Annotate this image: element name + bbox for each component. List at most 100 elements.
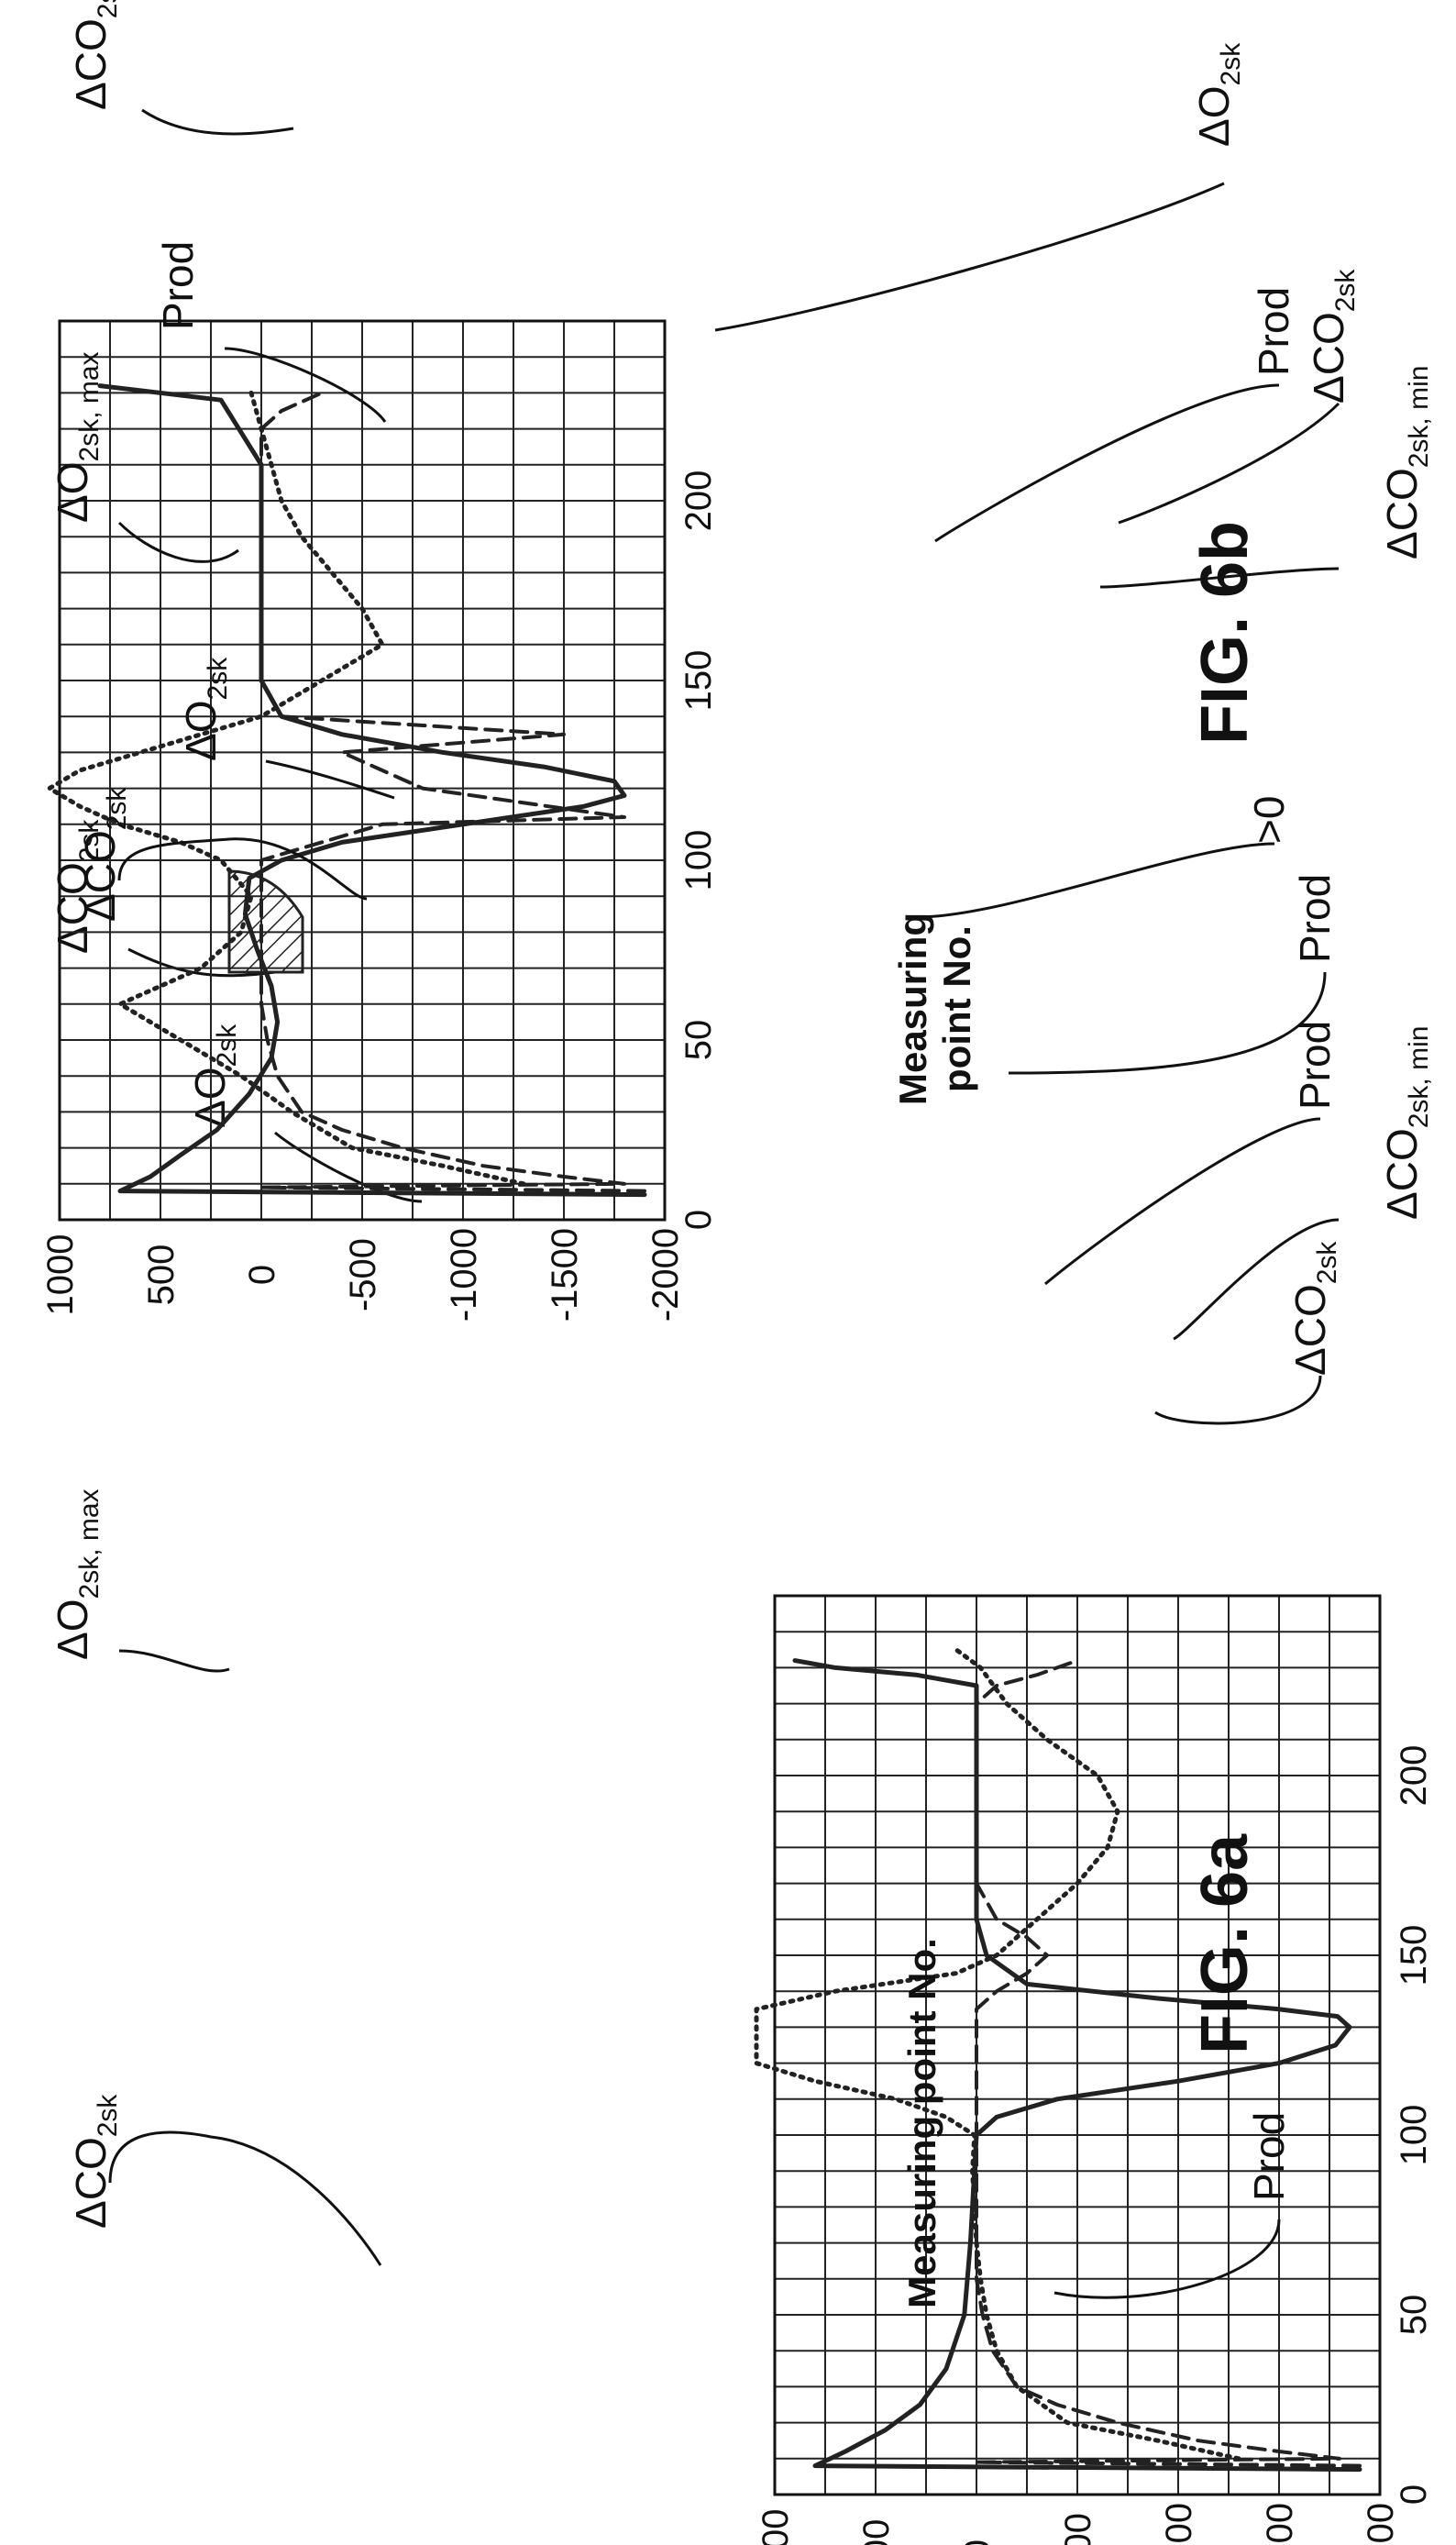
x-axis-title-6b-part1: Measuring — [891, 913, 934, 1105]
annotation-subscript: 2sk — [93, 0, 123, 18]
figure-6a: 10005000-500-1000-1500-2000050100150200 … — [49, 819, 1434, 2545]
annotation-subscript: 2sk — [212, 1024, 242, 1068]
annotation-main: ΔCO — [1305, 312, 1352, 404]
grid-a — [774, 1595, 1381, 2495]
value-tick-label: -1500 — [545, 1228, 585, 1322]
annotation-prod-bottom: Prod — [1291, 874, 1339, 963]
value-tick-label: -2000 — [645, 1228, 686, 1322]
annotation-subscript: 2sk — [1216, 42, 1246, 86]
annotation-prod-right: Prod — [1250, 287, 1297, 376]
value-tick-label: -500 — [343, 1238, 383, 1311]
annotation-leader — [1044, 1117, 1321, 1286]
x-axis-title-6a: Measuring point No. — [900, 1938, 943, 2308]
series-line-dotted — [47, 390, 526, 1187]
annotation-main: >0 — [1245, 796, 1293, 844]
annotation-co2-min: ΔCO2sk, min — [1378, 366, 1434, 559]
measure-tick-label: 200 — [678, 470, 719, 532]
annotation-main: Prod — [1250, 287, 1297, 376]
annotation-prod-bottom: Prod — [1245, 2112, 1293, 2201]
annotation-main: ΔCO — [76, 830, 124, 922]
annotation-main: ΔCO — [1378, 468, 1426, 559]
value-tick-label: 0 — [242, 1265, 282, 1285]
figure-6b-label: FIG. 6b — [1188, 521, 1262, 745]
annotation-leader — [1154, 1375, 1322, 1425]
annotation-main: Prod — [154, 241, 202, 330]
annotation-subscript: 2sk — [203, 657, 233, 701]
figure-6b: 1000 500 0 -500 -1000 -1500 -2000050100150200 … — [40, 0, 1434, 1322]
annotation-leader — [934, 383, 1280, 543]
annotation-co2-left: ΔCO2sk — [67, 2094, 123, 2229]
annotation-leader — [265, 759, 395, 800]
measure-tick-label: 50 — [1394, 2295, 1434, 2336]
measure-tick-label: 0 — [678, 1210, 719, 1230]
annotation-leader — [118, 1649, 230, 1673]
annotation-leader — [916, 842, 1275, 919]
annotation-leader — [117, 521, 239, 563]
value-tick-label: 0 — [957, 2539, 998, 2545]
measure-tick-label: 50 — [678, 1020, 719, 1061]
annotation-leader — [1008, 971, 1327, 1075]
annotation-subscript: 2sk, max — [74, 1488, 105, 1599]
annotation-leader — [714, 182, 1225, 332]
annotation-co2-left: ΔCO2sk — [76, 787, 132, 922]
annotation-leader — [224, 347, 387, 423]
annotation-o2-left: ΔO2sk — [177, 657, 233, 761]
annotation-leader — [141, 108, 294, 136]
annotation-o2-max: ΔO2sk, max — [49, 1488, 105, 1660]
annotation-leader — [1053, 2219, 1281, 2299]
annotation-subscript: 2sk — [74, 819, 105, 863]
value-tick-label: -1000 — [1159, 2503, 1199, 2545]
series-line-dotted — [754, 1647, 1241, 2462]
annotation-subscript: 2sk — [93, 2094, 123, 2138]
series-line-dashed — [975, 1658, 1362, 2468]
annotation-subscript: 2sk — [1312, 1241, 1342, 1285]
annotation-main: ΔCO — [67, 18, 115, 110]
annotation-o2-far: ΔO2sk — [1190, 42, 1246, 147]
measure-tick-label: 100 — [1394, 2105, 1434, 2166]
annotation-co2-right: ΔCO2sk — [67, 0, 123, 110]
annotation-co2-right: ΔCO2sk — [49, 819, 105, 954]
x-axis-title-6b-line1: Measuringpoint No. — [891, 913, 978, 1105]
value-tick-label: 1000 — [40, 1234, 81, 1316]
annotation-prod-top: Prod — [154, 241, 202, 330]
annotation-subscript: 2sk — [102, 787, 132, 831]
annotation-main: Prod — [1291, 874, 1339, 963]
measure-tick-label: 150 — [1394, 1925, 1434, 1986]
plot-frame-b — [58, 319, 667, 1222]
annotation-leader — [274, 1131, 423, 1203]
figure-6a-label: FIG. 6a — [1188, 1833, 1262, 2054]
annotation-o2-max: ΔO2sk, max — [49, 351, 105, 523]
annotation-gt0: >0 — [1245, 796, 1293, 844]
x-axis-title-6b-part2: point No. — [935, 925, 978, 1092]
value-tick-label: -500 — [1058, 2513, 1098, 2545]
annotation-co2-mid: ΔCO2sk — [1305, 269, 1361, 404]
annotation-main: ΔO — [49, 1599, 96, 1660]
value-tick-label: 500 — [141, 1245, 182, 1306]
annotation-main: ΔO — [1190, 85, 1238, 147]
annotation-main: ΔCO — [1286, 1284, 1334, 1376]
annotation-leader — [1173, 1218, 1340, 1341]
value-tick-label: -1000 — [444, 1228, 484, 1322]
annotation-main: Prod — [1245, 2112, 1293, 2201]
value-tick-label: -2000 — [1361, 2503, 1401, 2545]
measure-tick-label: 0 — [1394, 2484, 1434, 2505]
series-line-dashed — [259, 391, 646, 1193]
annotation-main: ΔO — [49, 461, 96, 523]
annotation-prod-mid: Prod — [1291, 1021, 1339, 1110]
value-tick-label: 500 — [856, 2519, 897, 2545]
annotation-leader — [127, 947, 276, 978]
annotation-leader — [1118, 402, 1340, 525]
annotation-leader — [1099, 567, 1340, 589]
plot-frame-a — [773, 1594, 1382, 2496]
measure-tick-label: 100 — [678, 830, 719, 891]
annotation-subscript: 2sk, min — [1404, 366, 1434, 469]
grid-b — [59, 320, 666, 1221]
measure-tick-label: 150 — [678, 650, 719, 712]
measure-tick-label: 200 — [1394, 1745, 1434, 1807]
hatched-region-gt0 — [227, 869, 304, 974]
annotation-subscript: 2sk, max — [74, 351, 105, 461]
